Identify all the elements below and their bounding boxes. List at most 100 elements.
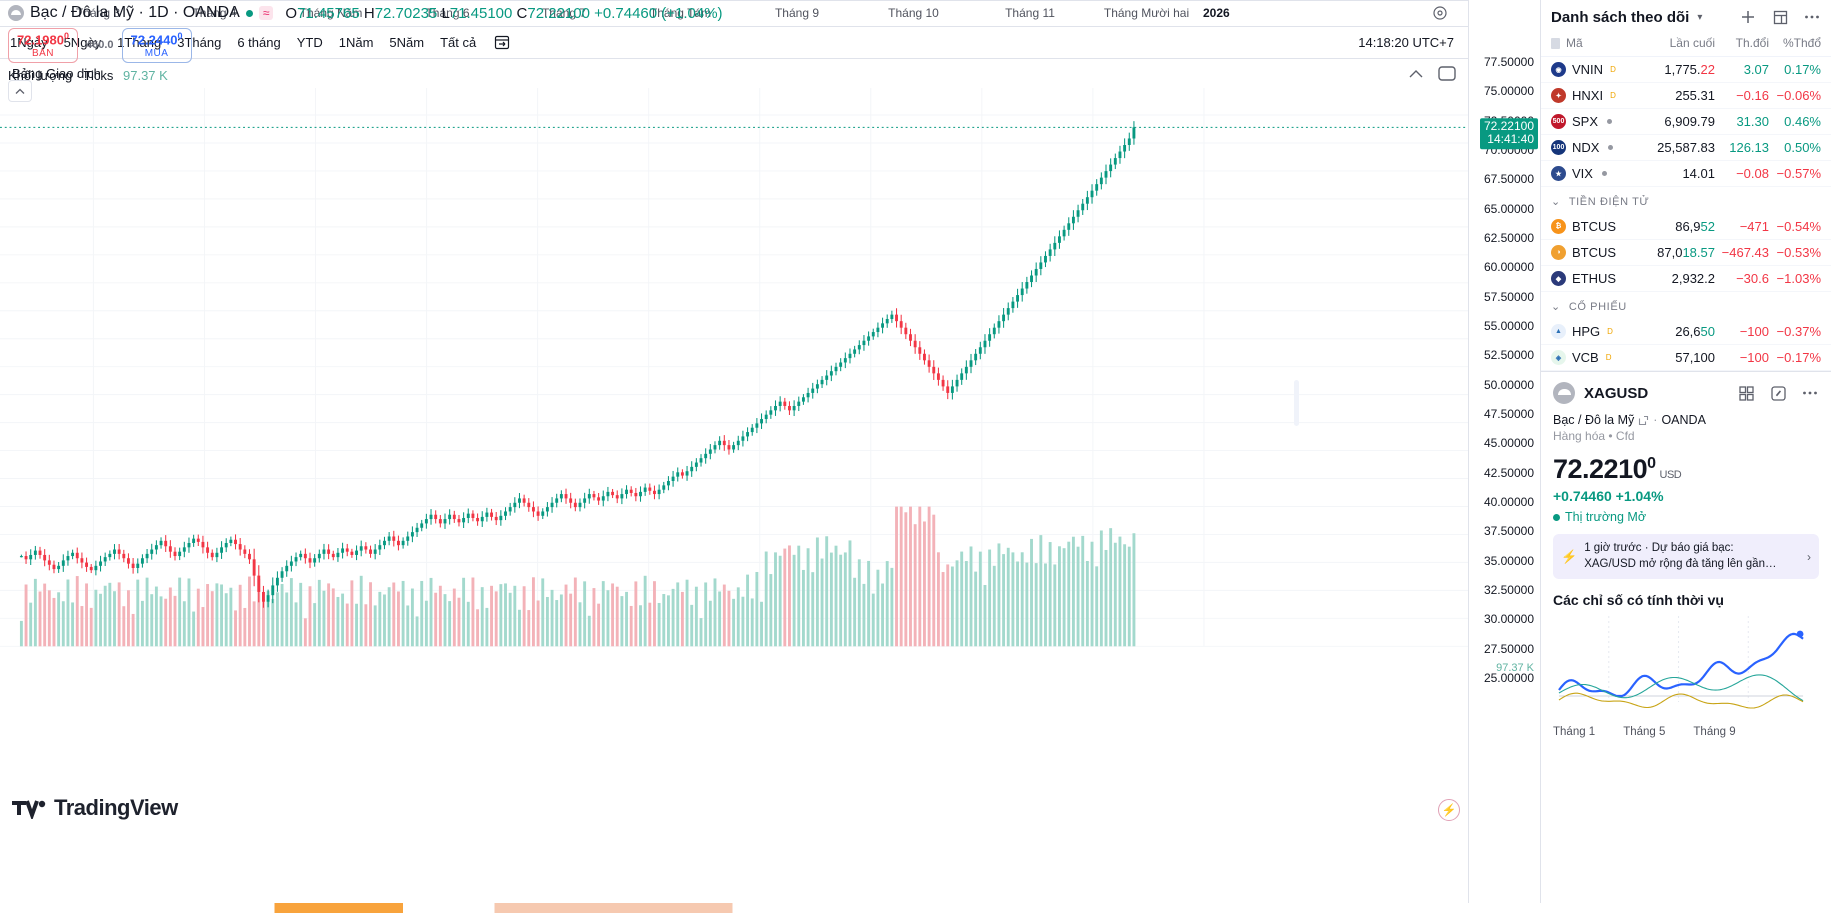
bolt-icon: ⚡: [1561, 548, 1578, 564]
row-symbol: VCB: [1572, 350, 1599, 365]
fullscreen-icon[interactable]: [1438, 66, 1456, 81]
column-last[interactable]: Lần cuối: [1669, 36, 1715, 50]
market-status: Thị trường Mở: [1553, 510, 1819, 524]
chevron-down-icon[interactable]: ▾: [1697, 11, 1703, 23]
tradingview-wordmark: TradingView: [54, 795, 178, 820]
time-tick: Tháng Mười hai: [1103, 6, 1190, 20]
group-label: CỔ PHIẾU: [1568, 300, 1627, 313]
candlestick-plot[interactable]: [0, 0, 1468, 770]
time-tick: Tháng Năm: [299, 6, 363, 20]
ohlc-c-label: C: [516, 4, 528, 22]
price-tick: 77.50000: [1483, 55, 1534, 69]
timeframe-3tháng[interactable]: 3Tháng: [177, 35, 222, 50]
symbol-logo-icon: ₿: [1551, 219, 1566, 234]
watchlist-row[interactable]: 100 NDX 25,587.83 126.13 0.50%: [1541, 135, 1831, 161]
timeframe-5năm[interactable]: 5Năm: [389, 35, 425, 50]
symbol-description[interactable]: Bạc / Đô la Mỹ: [1553, 413, 1635, 427]
news-text: 1 giờ trước · Dự báo giá bạc: XAG/USD mở…: [1584, 541, 1800, 572]
timeframe-tất-cả[interactable]: Tất cả: [440, 35, 477, 50]
symbol-logo-icon: 500: [1551, 114, 1566, 129]
seasonality-x-tick: Tháng 5: [1623, 726, 1666, 739]
time-tick: Tháng Tám: [649, 6, 712, 20]
buy-button[interactable]: 72.24400 MUA: [121, 28, 192, 63]
column-sort-icon[interactable]: [1551, 37, 1560, 49]
watchlist-row[interactable]: ₿ BTCUS 86,952 −471 −0.54%: [1541, 214, 1831, 240]
chevron-up-icon[interactable]: [1408, 69, 1424, 79]
last-price-badge[interactable]: 72.22100 14:41:40: [1479, 117, 1538, 150]
price-tick: 35.00000: [1483, 553, 1534, 568]
plus-icon[interactable]: [1739, 8, 1757, 26]
price-tick: 47.50000: [1483, 407, 1534, 421]
symbol-avatar-icon: [8, 5, 24, 21]
watchlist-group-stocks[interactable]: ⌄ CỔ PHIẾU: [1541, 292, 1831, 319]
watchlist-group-crypto[interactable]: ⌄ TIỀN ĐIỆN TỬ: [1541, 187, 1831, 214]
news-time: 1 giờ trước: [1584, 542, 1642, 554]
chart-area[interactable]: Bạc / Đô la Mỹ · 1D · OANDA ≈ O71.45765 …: [0, 0, 1468, 903]
settings-gear-icon[interactable]: [1432, 5, 1448, 21]
row-pct: −0.06%: [1776, 88, 1821, 103]
row-pct: −0.37%: [1776, 324, 1821, 339]
symbol-logo-icon: ◉: [1551, 62, 1566, 77]
watchlist-row[interactable]: ◈ VCB D 57,100 −100 −0.17%: [1541, 345, 1831, 371]
layout-icon[interactable]: [1771, 8, 1789, 26]
symbol-title[interactable]: Bạc / Đô la Mỹ · 1D · OANDA: [30, 4, 240, 21]
row-dot-icon: [1607, 119, 1613, 124]
row-last: 86,952: [1675, 219, 1715, 234]
sell-button[interactable]: 72.19800 BÁN: [8, 28, 79, 63]
chevron-down-icon[interactable]: ⌄: [1551, 301, 1561, 313]
price-axis[interactable]: 77.5000075.0000072.5000070.0000067.50000…: [1468, 0, 1540, 903]
time-tick: Tháng 6: [425, 6, 470, 20]
watchlist-row[interactable]: ◉ VNIN D 1,775.22 3.07 0.17%: [1541, 57, 1831, 83]
watchlist-row[interactable]: ★ VIX 14.01 −0.08 −0.57%: [1541, 161, 1831, 187]
timeframe-ytd[interactable]: YTD: [296, 35, 323, 50]
external-link-icon[interactable]: [1638, 415, 1649, 426]
chevron-down-icon[interactable]: ⌄: [1551, 196, 1561, 208]
watchlist-row[interactable]: ◑ BTCUS 87,018.57 −467.43 −0.53%: [1541, 240, 1831, 266]
ohlc-o-value: 71.45765: [297, 4, 360, 22]
symbol-logo-icon: ◈: [1551, 350, 1566, 365]
grid-icon[interactable]: [1737, 384, 1755, 402]
status-bar: Bảng Giao dịch: [0, 58, 1468, 88]
symbol-ticker[interactable]: XAGUSD: [1584, 384, 1649, 402]
ohlc-l-label: L: [441, 4, 450, 22]
seasonality-x-tick: Tháng 1: [1553, 726, 1596, 739]
timeframe-6-tháng[interactable]: 6 tháng: [237, 35, 281, 50]
time-axis[interactable]: Tháng 3 Tháng 4 Tháng Năm Tháng 6 Tháng 7 Thá…: [0, 0, 1468, 26]
timeframe-1ngày[interactable]: 1Ngày: [10, 35, 48, 50]
ohlc-h-label: H: [363, 4, 375, 22]
panel-resize-handle[interactable]: [1294, 380, 1299, 426]
row-last: 2,932.2: [1671, 271, 1715, 286]
chevron-right-icon[interactable]: ›: [1807, 549, 1811, 564]
sell-price: 72.1980: [17, 32, 64, 48]
news-card[interactable]: ⚡ 1 giờ trước · Dự báo giá bạc: XAG/USD …: [1553, 534, 1819, 580]
seasonality-chart[interactable]: [1549, 612, 1823, 724]
more-icon[interactable]: [1801, 384, 1819, 402]
column-change[interactable]: Th.đổi: [1735, 36, 1769, 50]
collapse-legend-button[interactable]: [8, 80, 32, 102]
symbol-logo-icon: ▲: [1551, 324, 1566, 339]
time-tick: Tháng 3: [75, 6, 121, 20]
calendar-icon[interactable]: [494, 34, 511, 51]
column-symbol[interactable]: Mã: [1566, 36, 1583, 50]
watchlist-row[interactable]: 500 SPX 6,909.79 31.30 0.46%: [1541, 109, 1831, 135]
price-tick: 42.50000: [1483, 465, 1534, 480]
more-icon[interactable]: [1803, 8, 1821, 26]
row-pct: −0.54%: [1776, 219, 1821, 234]
column-pct[interactable]: %Thđổ: [1782, 36, 1821, 50]
watchlist-row[interactable]: ✦ HNXI D 255.31 −0.16 −0.06%: [1541, 83, 1831, 109]
row-pct: 0.46%: [1784, 114, 1821, 129]
watchlist-title[interactable]: Danh sách theo dõi: [1551, 8, 1690, 26]
row-last: 6,909.79: [1664, 114, 1715, 129]
watchlist-rows: ◉ VNIN D 1,775.22 3.07 0.17% ✦ HNXI D 255.31 −0.16…: [1541, 57, 1831, 371]
timeframe-5ngày[interactable]: 5Ngày: [63, 35, 102, 50]
row-pct: −0.57%: [1776, 166, 1821, 181]
watchlist-row[interactable]: ▲ HPG D 26,650 −100 −0.37%: [1541, 319, 1831, 345]
edit-icon[interactable]: [1769, 384, 1787, 402]
timeframe-1tháng[interactable]: 1Tháng: [117, 35, 162, 50]
realtime-bolt-icon[interactable]: ⚡: [1438, 799, 1460, 821]
timeframe-1năm[interactable]: 1Năm: [338, 35, 374, 50]
ohlc-h-value: 72.70235: [374, 4, 438, 22]
watchlist-row[interactable]: ◆ ETHUS 2,932.2 −30.6 −1.03%: [1541, 266, 1831, 292]
trading-panel-label[interactable]: Bảng Giao dịch: [12, 66, 101, 81]
